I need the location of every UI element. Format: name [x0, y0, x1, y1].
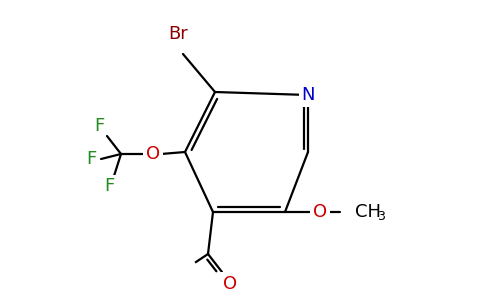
- Text: O: O: [313, 203, 327, 221]
- Text: 3: 3: [377, 211, 385, 224]
- Text: O: O: [146, 145, 160, 163]
- Text: Br: Br: [168, 25, 188, 43]
- Text: F: F: [86, 150, 96, 168]
- Text: F: F: [94, 117, 104, 135]
- Text: F: F: [104, 177, 114, 195]
- Text: CH: CH: [355, 203, 381, 221]
- Text: O: O: [223, 275, 237, 293]
- Text: N: N: [301, 86, 315, 104]
